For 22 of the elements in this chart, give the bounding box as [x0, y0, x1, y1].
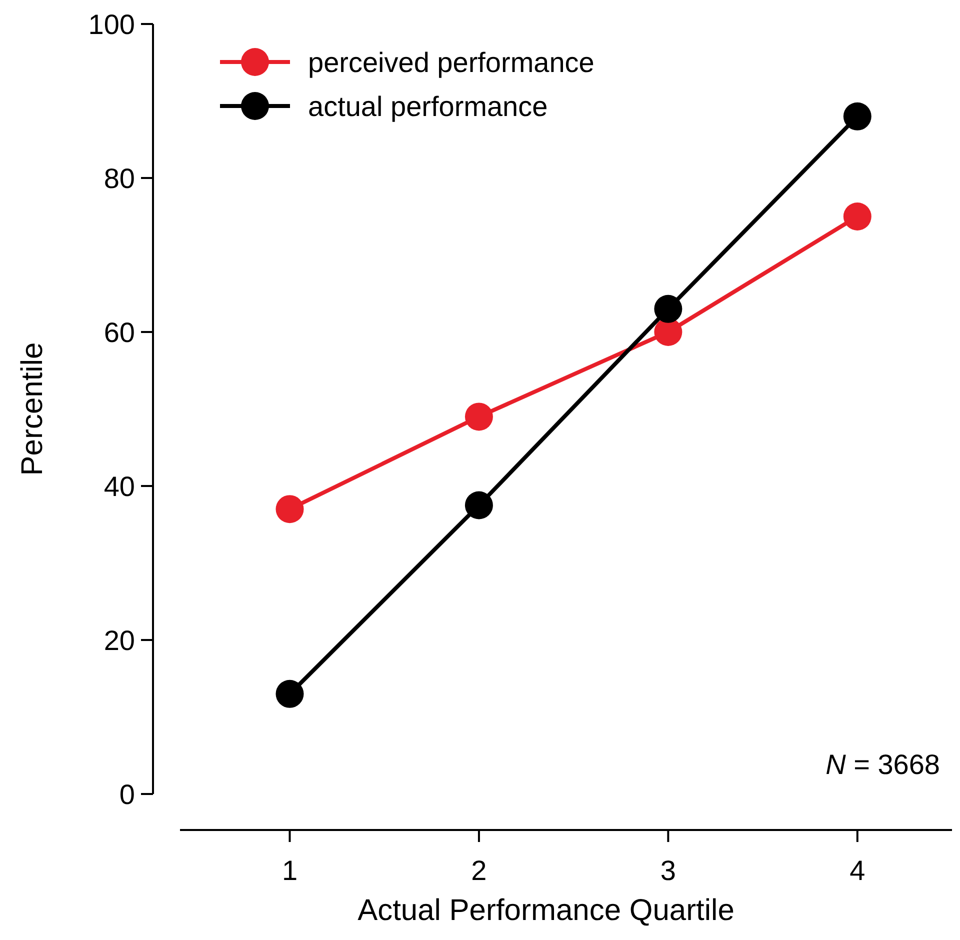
y-tick-label: 40 — [104, 470, 135, 502]
y-tick-label: 100 — [88, 8, 135, 40]
point — [276, 495, 304, 524]
point — [654, 294, 682, 323]
point — [464, 491, 493, 520]
legend-label: actual performance — [308, 90, 548, 122]
y-axis-title: Percentile — [16, 342, 49, 476]
x-axis-title: Actual Performance Quartile — [358, 894, 734, 927]
point — [843, 102, 872, 130]
point — [276, 680, 304, 708]
y-tick-label: 80 — [104, 162, 135, 194]
x-tick-label: 1 — [282, 855, 298, 886]
x-tick-label: 4 — [850, 855, 866, 886]
annotation: N = 3668 — [826, 749, 940, 780]
point — [843, 202, 872, 230]
y-tick-label: 60 — [104, 316, 135, 348]
legend-label: perceived performance — [308, 46, 594, 78]
x-tick-label: 3 — [660, 855, 676, 886]
y-tick-label: 20 — [104, 624, 135, 656]
x-tick-label: 2 — [471, 855, 487, 886]
y-tick-label: 0 — [119, 778, 135, 810]
point — [464, 402, 493, 431]
